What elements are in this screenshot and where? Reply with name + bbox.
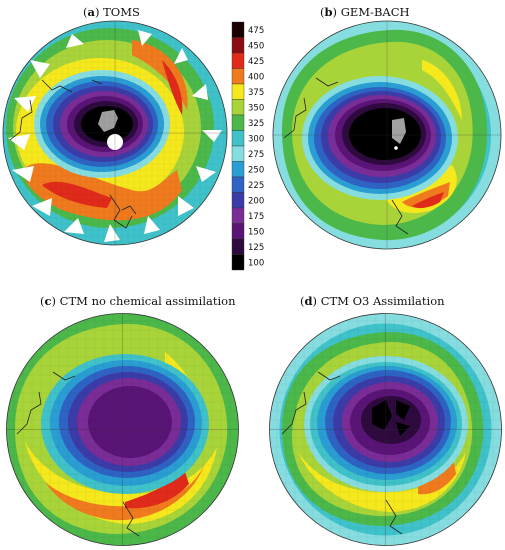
colorbar-swatch	[231, 83, 245, 100]
map-panel-b	[272, 20, 502, 250]
colorbar-label: 400	[248, 72, 264, 82]
colorbar-label: 225	[248, 181, 264, 191]
colorbar-label: 450	[248, 41, 264, 51]
colorbar-swatch	[231, 21, 245, 38]
colorbar-swatch	[231, 207, 245, 224]
colorbar-swatch	[231, 223, 245, 240]
colorbar-swatch	[231, 161, 245, 178]
colorbar-swatch	[231, 176, 245, 193]
colorbar-label: 175	[248, 212, 264, 222]
colorbar-swatch	[231, 130, 245, 147]
colorbar-label: 200	[248, 196, 264, 206]
colorbar-swatch	[231, 52, 245, 69]
map-panel-c	[5, 312, 240, 547]
colorbar-swatch	[231, 192, 245, 209]
colorbar-swatch	[231, 114, 245, 131]
colorbar-label: 300	[248, 134, 264, 144]
colorbar-label: 250	[248, 165, 264, 175]
colorbar-label: 275	[248, 150, 264, 160]
colorbar-swatch	[231, 37, 245, 54]
map-panel-a	[2, 20, 228, 246]
colorbar-swatch	[231, 99, 245, 116]
colorbar-label: 100	[248, 258, 264, 268]
panel-title-c: (c) CTM no chemical assimilation	[40, 294, 236, 308]
colorbar-swatch	[231, 145, 245, 162]
panel-title-a: (a) TOMS	[83, 5, 140, 19]
panel-title-d: (d) CTM O3 Assimilation	[300, 294, 445, 308]
colorbar-label: 150	[248, 227, 264, 237]
colorbar-swatch	[231, 238, 245, 255]
colorbar-label: 325	[248, 119, 264, 129]
colorbar-label: 475	[248, 26, 264, 36]
colorbar-label: 350	[248, 103, 264, 113]
colorbar-swatch	[231, 68, 245, 85]
panel-title-b: (b) GEM-BACH	[320, 5, 410, 19]
colorbar-label: 125	[248, 243, 264, 253]
colorbar: 475 450 425 400 375 350 325 300 275 250 225 200 175 1…	[230, 20, 270, 276]
colorbar-label: 425	[248, 57, 264, 67]
colorbar-swatch	[231, 254, 245, 271]
map-panel-d	[268, 312, 503, 547]
colorbar-label: 375	[248, 88, 264, 98]
